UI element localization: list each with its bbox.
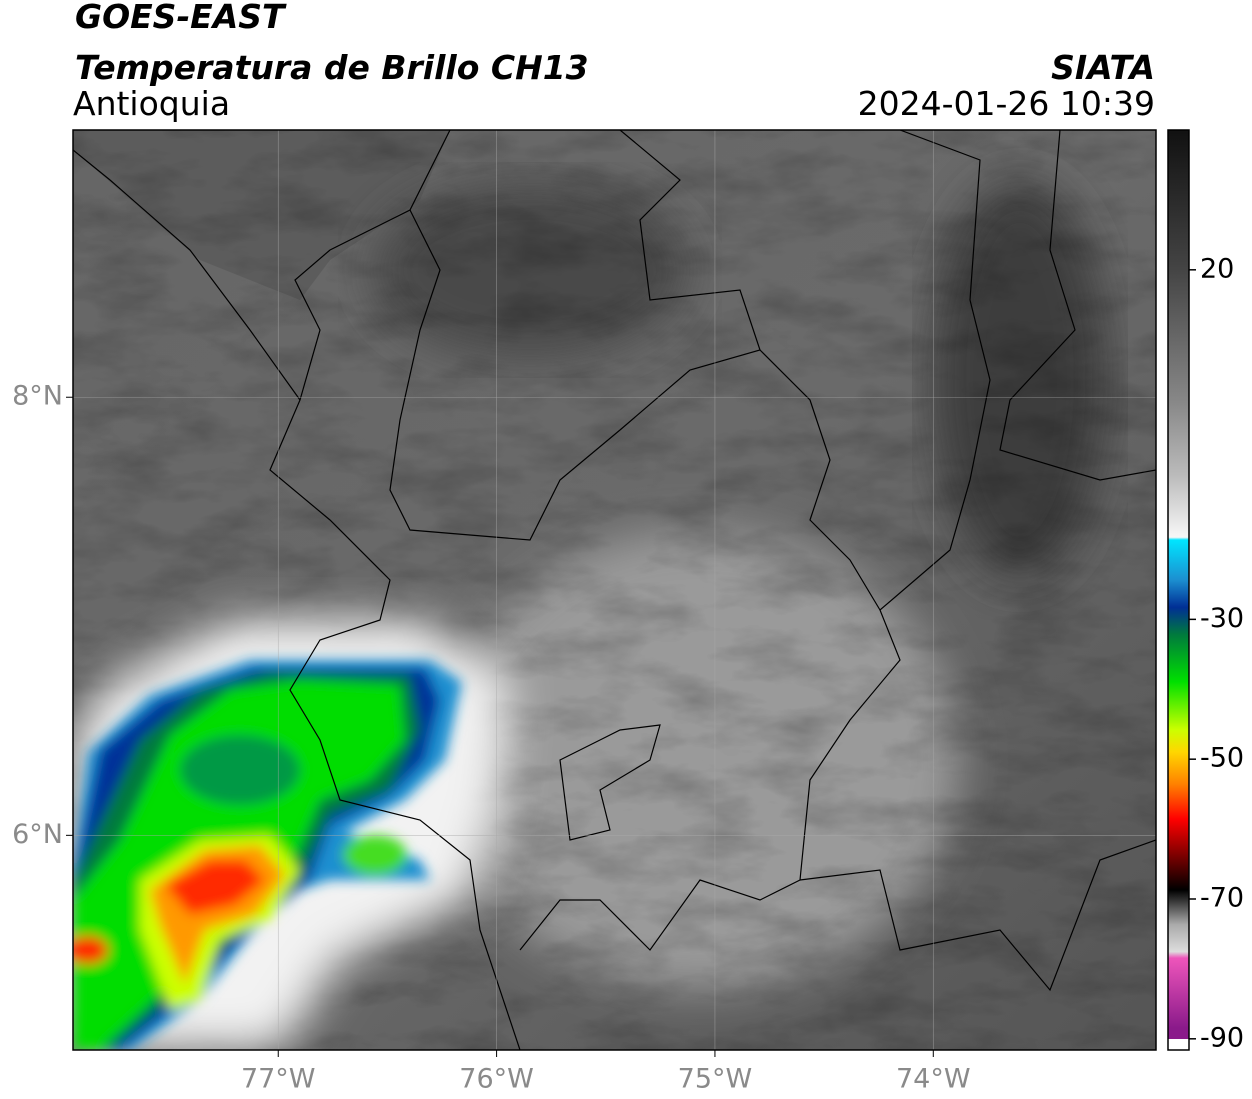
coastline (73, 149, 521, 1050)
satellite-title: GOES-EAST (75, 0, 287, 36)
cloud-contour (343, 835, 407, 875)
colorbar-label: -90 (1200, 1022, 1244, 1053)
lon-label: 76°W (459, 1064, 534, 1095)
colorbar-under (1168, 1039, 1189, 1050)
border (519, 609, 901, 951)
border (759, 130, 991, 611)
datetime: 2024-01-26 10:39 (858, 84, 1155, 123)
border (559, 724, 661, 841)
graticule (73, 130, 1156, 1050)
cloud-contour (165, 860, 265, 915)
border (389, 130, 761, 541)
lat-label: 6°N (12, 819, 63, 850)
region: Antioquia (73, 84, 230, 123)
lon-label: 75°W (678, 1064, 753, 1095)
lat-label: 8°N (12, 381, 63, 412)
colorbar-label: -30 (1200, 603, 1244, 634)
cloud-contour (73, 936, 108, 964)
lon-label: 77°W (241, 1064, 316, 1095)
colorbar-label: 20 (1200, 253, 1234, 284)
borders (73, 130, 1156, 1050)
source: SIATA (1051, 48, 1155, 87)
colorbar-frame (1167, 129, 1190, 1051)
border (999, 130, 1156, 481)
colorbar-label: -50 (1200, 743, 1244, 774)
product-title: Temperatura de Brillo CH13 (75, 48, 589, 87)
satellite-image (73, 130, 1156, 1050)
lon-label: 74°W (896, 1064, 971, 1095)
colorbar (1168, 130, 1189, 1039)
border (799, 839, 1156, 992)
colorbar-label: -70 (1200, 882, 1244, 913)
coastline (294, 130, 451, 401)
map-frame (72, 129, 1157, 1051)
cloud-contour (180, 735, 300, 805)
